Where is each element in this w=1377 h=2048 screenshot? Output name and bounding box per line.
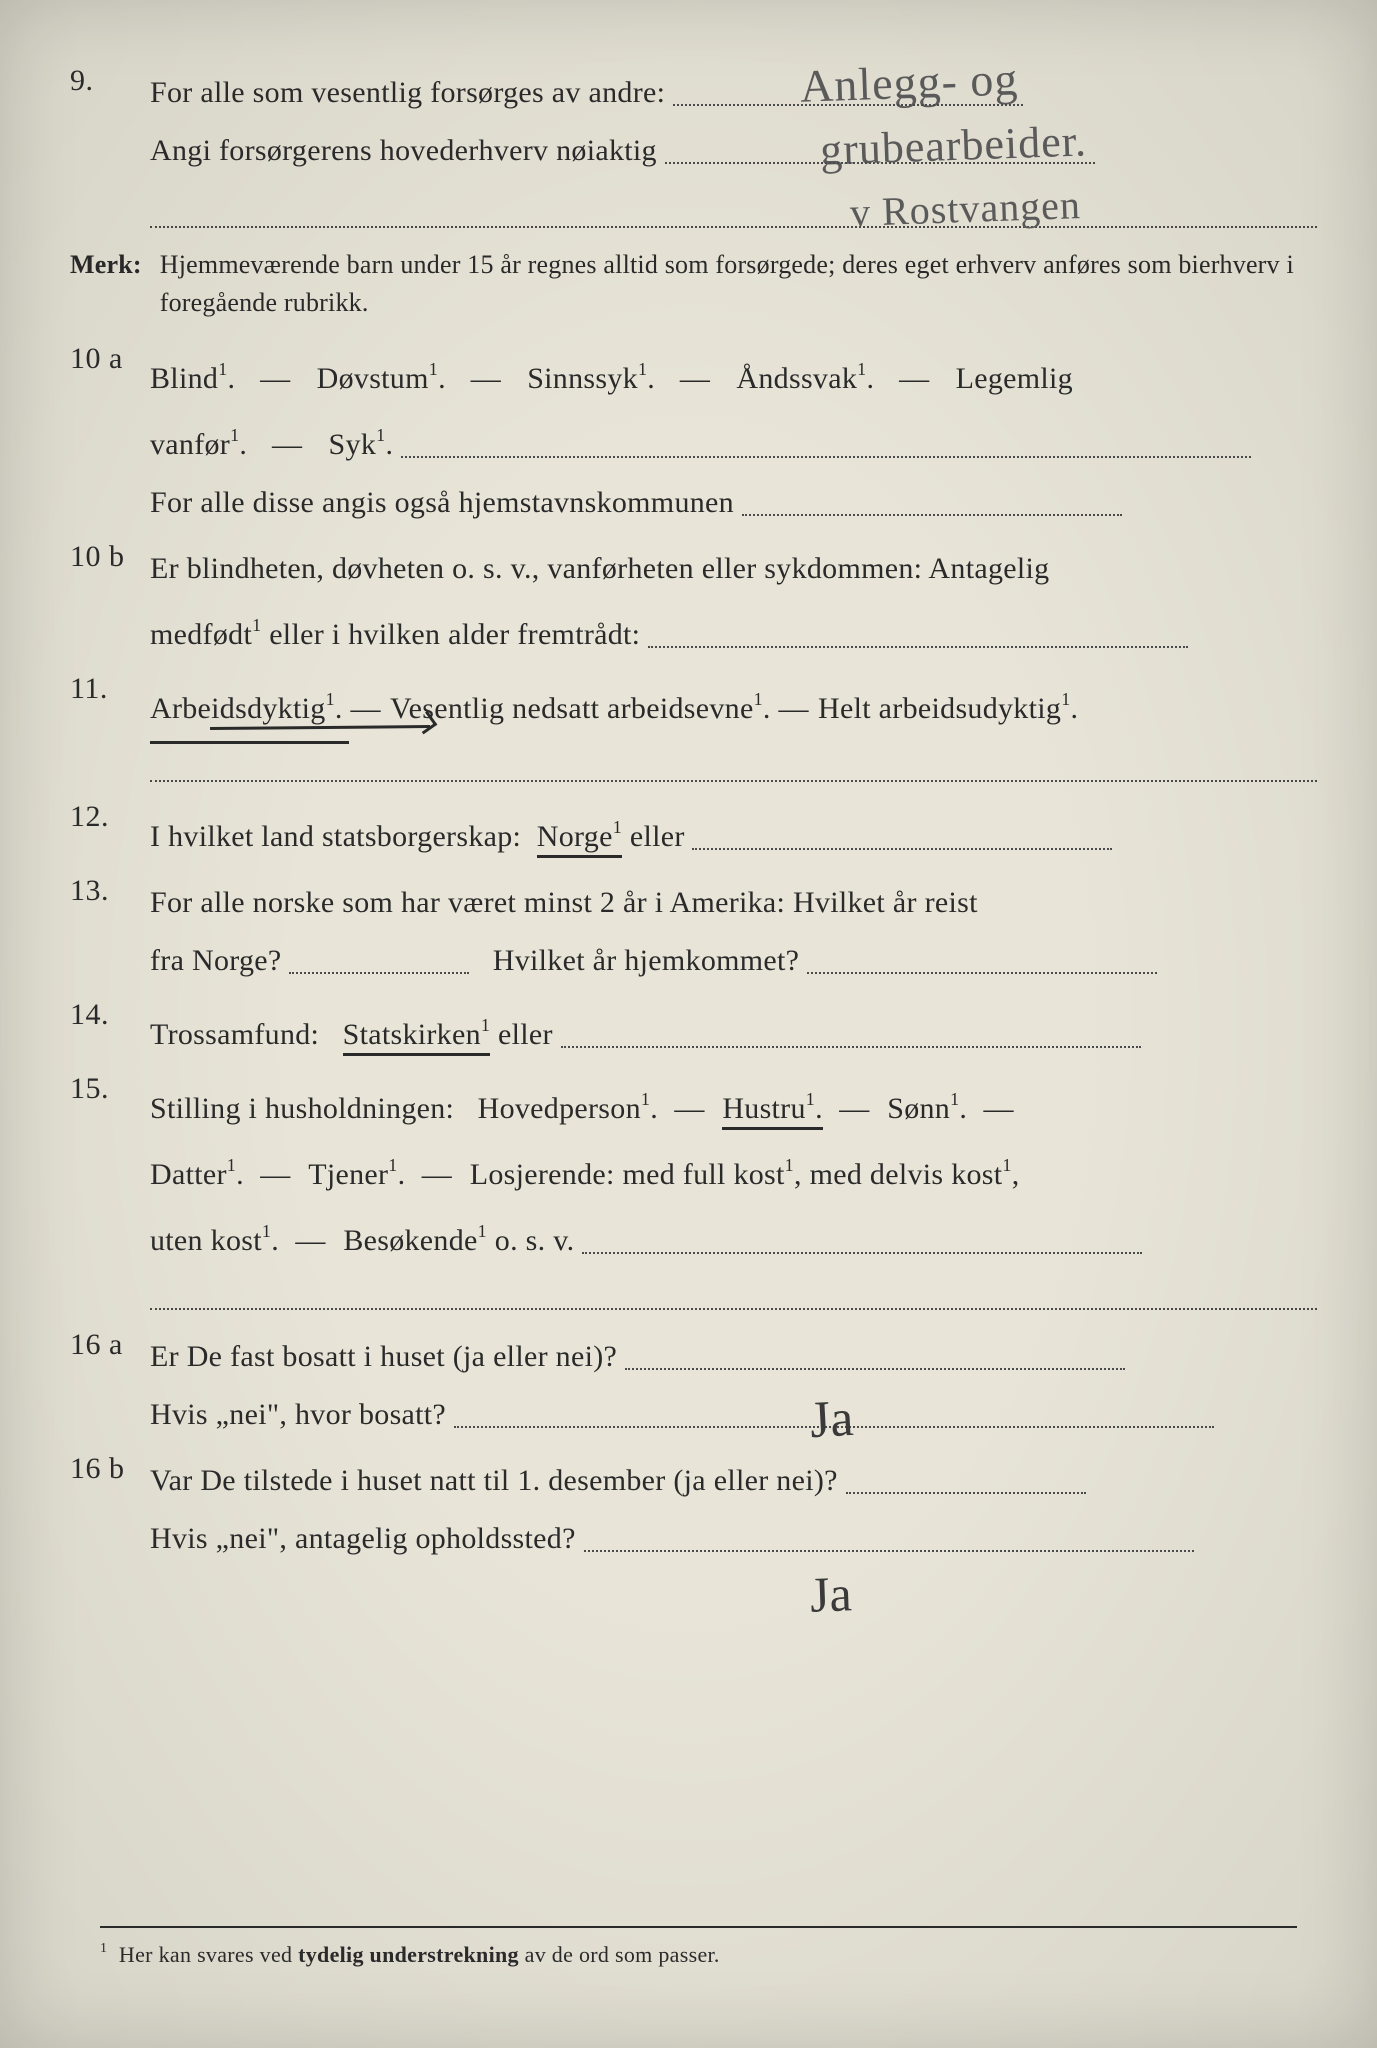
q12-option-norge-underlined: Norge1 xyxy=(537,820,622,858)
blank-dotted-line xyxy=(150,224,1317,228)
note-merk: Merk: Hjemmeværende barn under 15 år reg… xyxy=(70,246,1317,322)
q9-line1-text: For alle som vesentlig forsørges av andr… xyxy=(150,76,665,109)
q10b-text-part2: medfødt1 eller i hvilken alder fremtrådt… xyxy=(150,618,640,651)
question-number-9: 9. xyxy=(70,64,140,98)
q10a-option-sinnssyk: Sinnssyk1. xyxy=(527,362,655,395)
q14-option-statskirken-underlined: Statskirken1 xyxy=(343,1018,491,1056)
question-10b: 10 b Er blindheten, døvheten o. s. v., v… xyxy=(70,540,1317,664)
q16a-line2: Hvis „nei", hvor bosatt? xyxy=(150,1398,446,1431)
census-form-page: Anlegg- og grubearbeider. v Rostvangen 9… xyxy=(0,0,1377,2048)
q10a-option-dovstum: Døvstum1. xyxy=(317,362,446,395)
q14-text: Trossamfund: xyxy=(150,1018,319,1051)
blank-dotted-line xyxy=(150,778,1317,782)
q10b-text-part1: Er blindheten, døvheten o. s. v., vanfør… xyxy=(150,552,1049,585)
q10a-option-blind: Blind1. xyxy=(150,362,235,395)
question-number-11: 11. xyxy=(70,672,140,706)
q13-line2b: Hvilket år hjemkommet? xyxy=(493,944,800,977)
q15-option-hustru-underlined: Hustru1. xyxy=(722,1092,823,1130)
q15-option-tjener: Tjener1. xyxy=(308,1158,405,1191)
q15-lead: Stilling i husholdningen: xyxy=(150,1092,454,1125)
handwritten-answer-q9-line3: v Rostvangen xyxy=(849,181,1081,236)
merk-label: Merk: xyxy=(70,246,142,322)
question-14: 14. Trossamfund: Statskirken1 eller xyxy=(70,998,1317,1064)
question-number-13: 13. xyxy=(70,874,140,908)
q13-line1: For alle norske som har været minst 2 år… xyxy=(150,886,978,919)
question-number-16b: 16 b xyxy=(70,1452,140,1486)
question-13: 13. For alle norske som har været minst … xyxy=(70,874,1317,990)
question-12: 12. I hvilket land statsborgerskap: Norg… xyxy=(70,800,1317,866)
q14-eller: eller xyxy=(498,1018,553,1051)
hand-underline-arbeidsdyktig xyxy=(210,717,430,730)
q9-line2-text: Angi forsørgerens hovederhverv nøiaktig xyxy=(150,134,657,167)
q15-option-besokende: Besøkende1 o. s. v. xyxy=(343,1224,574,1257)
q11-option-nedsatt: Vesentlig nedsatt arbeidsevne1. xyxy=(390,692,771,725)
handwritten-answer-16b: Ja xyxy=(809,1564,853,1623)
q15-option-losjerende: Losjerende: med full kost1, med delvis k… xyxy=(470,1158,1020,1191)
q15-option-datter: Datter1. xyxy=(150,1158,244,1191)
question-16a: 16 a Er De fast bosatt i huset (ja eller… xyxy=(70,1328,1317,1444)
q15-option-uten-kost: uten kost1. xyxy=(150,1224,279,1257)
question-number-12: 12. xyxy=(70,800,140,834)
question-9: 9. For alle som vesentlig forsørges av a… xyxy=(70,64,1317,180)
question-15: 15. Stilling i husholdningen: Hovedperso… xyxy=(70,1072,1317,1270)
footnote-text: Her kan svares ved tydelig understreknin… xyxy=(119,1942,720,1967)
q11-option-udyktig: Helt arbeidsudyktig1. xyxy=(818,692,1078,725)
question-16b: 16 b Var De tilstede i huset natt til 1.… xyxy=(70,1452,1317,1568)
q15-option-sonn: Sønn1. xyxy=(887,1092,967,1125)
separator-dash: — xyxy=(243,362,317,395)
blank-dotted-line xyxy=(150,1306,1317,1310)
handwritten-answer-16a: Ja xyxy=(808,1389,854,1450)
footnote: 1 Her kan svares ved tydelig understrekn… xyxy=(100,1926,1297,1968)
q12-eller: eller xyxy=(630,820,685,853)
question-number-10a: 10 a xyxy=(70,342,140,376)
question-11: 11. Arbeidsdyktig1. — Vesentlig nedsatt … xyxy=(70,672,1317,738)
q16a-line1: Er De fast bosatt i huset (ja eller nei)… xyxy=(150,1340,617,1373)
q13-line2a: fra Norge? xyxy=(150,944,282,977)
q10a-line3-text: For alle disse angis også hjemstavnskomm… xyxy=(150,486,734,519)
q10a-option-legemlig: Legemlig xyxy=(956,362,1073,395)
q16b-line2: Hvis „nei", antagelig opholdssted? xyxy=(150,1522,576,1555)
question-number-16a: 16 a xyxy=(70,1328,140,1362)
q10a-option-vanfor: vanfør1. xyxy=(150,428,247,461)
question-10a: 10 a Blind1. — Døvstum1. — Sinnssyk1. — … xyxy=(70,342,1317,532)
q12-text: I hvilket land statsborgerskap: xyxy=(150,820,521,853)
q15-option-hovedperson: Hovedperson1. xyxy=(478,1092,658,1125)
question-number-10b: 10 b xyxy=(70,540,140,574)
footnote-marker: 1 xyxy=(100,1941,107,1956)
q10a-option-syk: Syk1. xyxy=(329,428,394,461)
merk-text: Hjemmeværende barn under 15 år regnes al… xyxy=(160,246,1317,322)
question-number-15: 15. xyxy=(70,1072,140,1106)
question-number-14: 14. xyxy=(70,998,140,1032)
q16b-line1: Var De tilstede i huset natt til 1. dese… xyxy=(150,1464,838,1497)
q10a-option-andssvak: Åndssvak1. xyxy=(736,362,874,395)
